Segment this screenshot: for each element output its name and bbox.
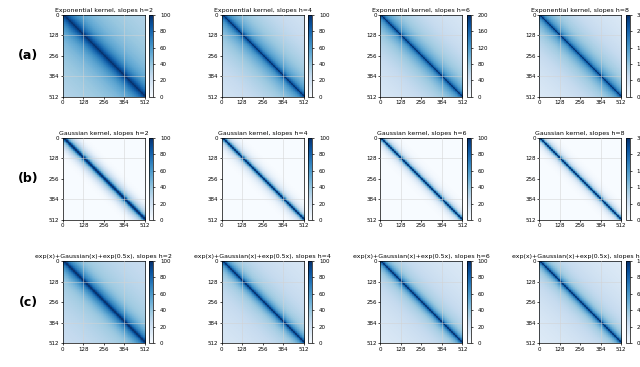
Title: Gaussian kernel, slopes h=6: Gaussian kernel, slopes h=6 [377, 131, 466, 136]
Text: (a): (a) [18, 49, 38, 62]
Title: exp(x)+Gaussian(x)+exp(0.5x), slopes h=8: exp(x)+Gaussian(x)+exp(0.5x), slopes h=8 [512, 254, 640, 259]
Title: Exponential kernel, slopes h=6: Exponential kernel, slopes h=6 [372, 8, 470, 13]
Text: (b): (b) [18, 172, 38, 185]
Title: Exponential kernel, slopes h=4: Exponential kernel, slopes h=4 [214, 8, 312, 13]
Title: exp(x)+Gaussian(x)+exp(0.5x), slopes h=2: exp(x)+Gaussian(x)+exp(0.5x), slopes h=2 [35, 254, 172, 259]
Title: exp(x)+Gaussian(x)+exp(0.5x), slopes h=4: exp(x)+Gaussian(x)+exp(0.5x), slopes h=4 [194, 254, 331, 259]
Title: Gaussian kernel, slopes h=2: Gaussian kernel, slopes h=2 [59, 131, 148, 136]
Title: Exponential kernel, slopes h=2: Exponential kernel, slopes h=2 [55, 8, 153, 13]
Text: (c): (c) [19, 295, 38, 309]
Title: Gaussian kernel, slopes h=4: Gaussian kernel, slopes h=4 [218, 131, 307, 136]
Title: Exponential kernel, slopes h=8: Exponential kernel, slopes h=8 [531, 8, 629, 13]
Title: exp(x)+Gaussian(x)+exp(0.5x), slopes h=6: exp(x)+Gaussian(x)+exp(0.5x), slopes h=6 [353, 254, 490, 259]
Title: Gaussian kernel, slopes h=8: Gaussian kernel, slopes h=8 [536, 131, 625, 136]
